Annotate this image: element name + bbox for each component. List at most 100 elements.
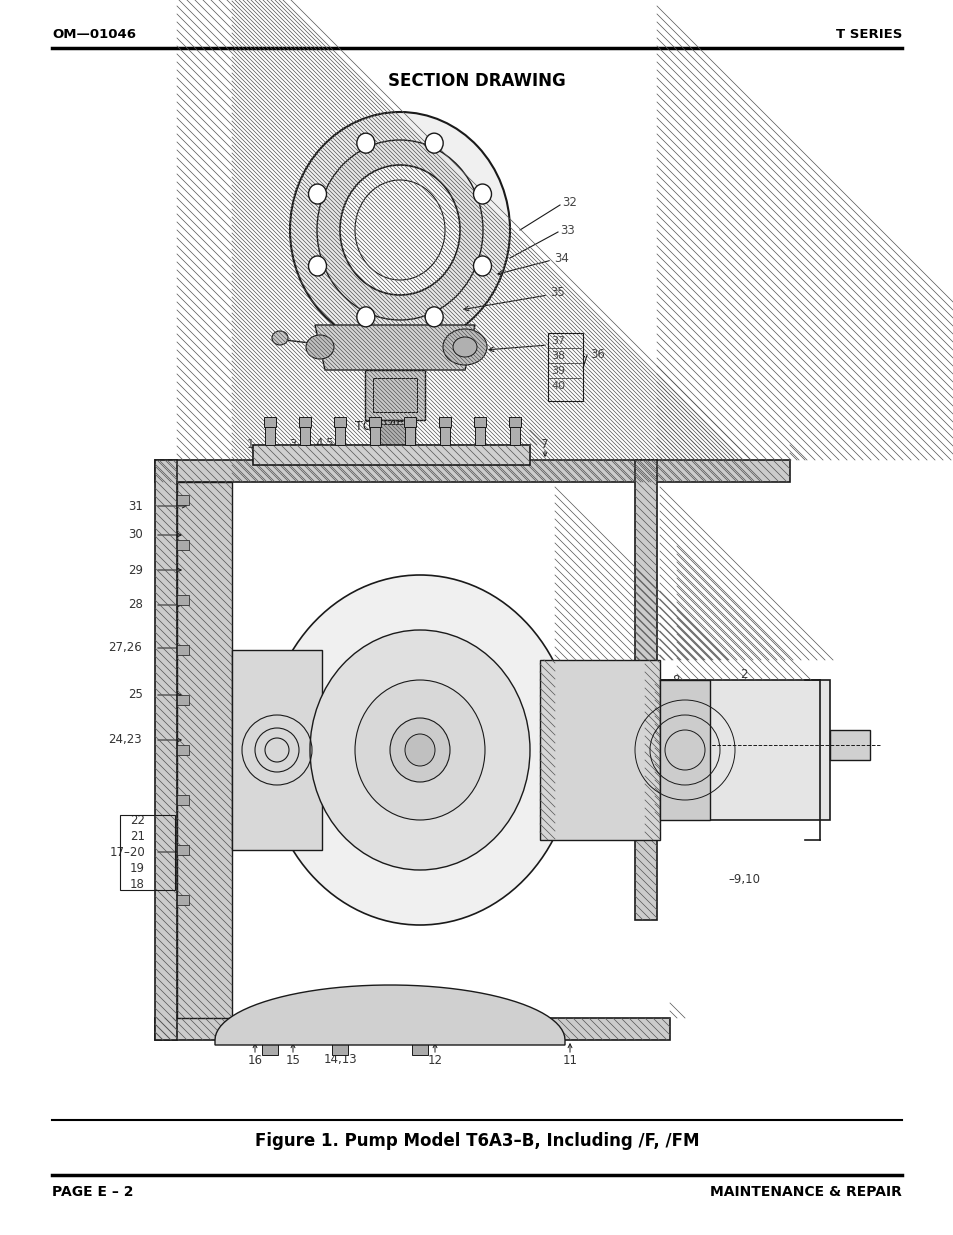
Polygon shape	[177, 482, 232, 1018]
Text: 34: 34	[554, 252, 568, 264]
Text: 17–20: 17–20	[110, 846, 146, 858]
Text: 27,26: 27,26	[108, 641, 142, 655]
Polygon shape	[408, 1018, 432, 1040]
Text: TOP VIEW: TOP VIEW	[355, 420, 416, 433]
Ellipse shape	[356, 306, 375, 327]
Polygon shape	[509, 417, 520, 427]
Polygon shape	[232, 650, 322, 850]
Ellipse shape	[356, 133, 375, 153]
Text: MAINTENANCE & REPAIR: MAINTENANCE & REPAIR	[709, 1186, 901, 1199]
Polygon shape	[375, 420, 415, 450]
Polygon shape	[154, 1018, 669, 1040]
Text: 12: 12	[427, 1053, 442, 1067]
Text: 14,13: 14,13	[323, 1053, 356, 1067]
Polygon shape	[154, 459, 789, 482]
Text: 4,5: 4,5	[315, 437, 334, 451]
Polygon shape	[365, 370, 424, 420]
Polygon shape	[328, 1018, 352, 1040]
Ellipse shape	[306, 335, 334, 359]
Bar	[547, 333, 582, 401]
Polygon shape	[264, 417, 275, 427]
Polygon shape	[298, 417, 311, 427]
Text: 37: 37	[551, 336, 564, 346]
Text: 19: 19	[130, 862, 145, 874]
Text: –9,10: –9,10	[727, 873, 760, 887]
Polygon shape	[510, 427, 519, 445]
Ellipse shape	[290, 112, 510, 348]
Polygon shape	[154, 459, 789, 1040]
Polygon shape	[829, 730, 869, 760]
Ellipse shape	[339, 165, 459, 295]
Ellipse shape	[310, 630, 530, 869]
Polygon shape	[403, 417, 416, 427]
Ellipse shape	[308, 184, 326, 204]
Polygon shape	[335, 427, 345, 445]
Ellipse shape	[390, 718, 450, 782]
Bar	[177, 895, 189, 905]
Polygon shape	[172, 745, 189, 755]
Polygon shape	[172, 895, 189, 905]
Polygon shape	[412, 1040, 428, 1055]
Text: 36: 36	[589, 348, 604, 362]
Text: 21: 21	[130, 830, 145, 842]
Text: 16: 16	[247, 1053, 262, 1067]
Text: 24,23: 24,23	[108, 734, 141, 746]
Ellipse shape	[308, 256, 326, 275]
Text: PAGE E – 2: PAGE E – 2	[52, 1186, 133, 1199]
Text: 7: 7	[540, 437, 548, 451]
Polygon shape	[659, 680, 709, 820]
Ellipse shape	[425, 133, 443, 153]
Polygon shape	[314, 325, 475, 370]
Polygon shape	[475, 427, 484, 445]
Polygon shape	[172, 495, 189, 505]
Ellipse shape	[473, 256, 491, 275]
Text: 30: 30	[128, 529, 143, 541]
Bar	[177, 845, 189, 855]
Text: 22: 22	[130, 814, 145, 826]
Text: OM—01046: OM—01046	[52, 28, 136, 41]
Polygon shape	[172, 845, 189, 855]
Ellipse shape	[442, 329, 486, 366]
Text: 32: 32	[561, 196, 577, 210]
Polygon shape	[334, 417, 346, 427]
Text: 18: 18	[130, 878, 145, 890]
Text: 2: 2	[740, 668, 747, 682]
Ellipse shape	[272, 331, 288, 345]
Bar	[177, 595, 189, 605]
Polygon shape	[439, 427, 450, 445]
Bar	[378, 424, 411, 446]
Text: 8: 8	[671, 673, 679, 687]
Polygon shape	[154, 459, 177, 1040]
Polygon shape	[172, 540, 189, 550]
Ellipse shape	[405, 734, 435, 766]
Text: 28: 28	[128, 599, 143, 611]
Polygon shape	[253, 445, 530, 466]
Text: 3: 3	[289, 437, 296, 451]
Polygon shape	[635, 459, 657, 920]
Text: 6: 6	[379, 437, 386, 451]
Polygon shape	[332, 1040, 348, 1055]
Polygon shape	[655, 680, 677, 820]
Ellipse shape	[473, 184, 491, 204]
Text: 31: 31	[128, 499, 143, 513]
Polygon shape	[655, 680, 829, 820]
Text: 33: 33	[559, 224, 574, 236]
Text: SECTION DRAWING: SECTION DRAWING	[388, 72, 565, 90]
Ellipse shape	[265, 576, 575, 925]
Polygon shape	[405, 427, 415, 445]
Polygon shape	[257, 1018, 282, 1040]
Polygon shape	[172, 645, 189, 655]
Text: 39: 39	[551, 366, 564, 375]
Bar	[177, 540, 189, 550]
Bar	[177, 745, 189, 755]
Bar	[177, 645, 189, 655]
Text: 15: 15	[285, 1053, 300, 1067]
Ellipse shape	[355, 680, 484, 820]
Text: 40: 40	[551, 382, 564, 391]
Text: T SERIES: T SERIES	[835, 28, 901, 41]
Polygon shape	[214, 986, 564, 1045]
Text: 38: 38	[551, 351, 564, 361]
Bar	[373, 378, 416, 412]
Bar	[177, 695, 189, 705]
Polygon shape	[265, 427, 274, 445]
